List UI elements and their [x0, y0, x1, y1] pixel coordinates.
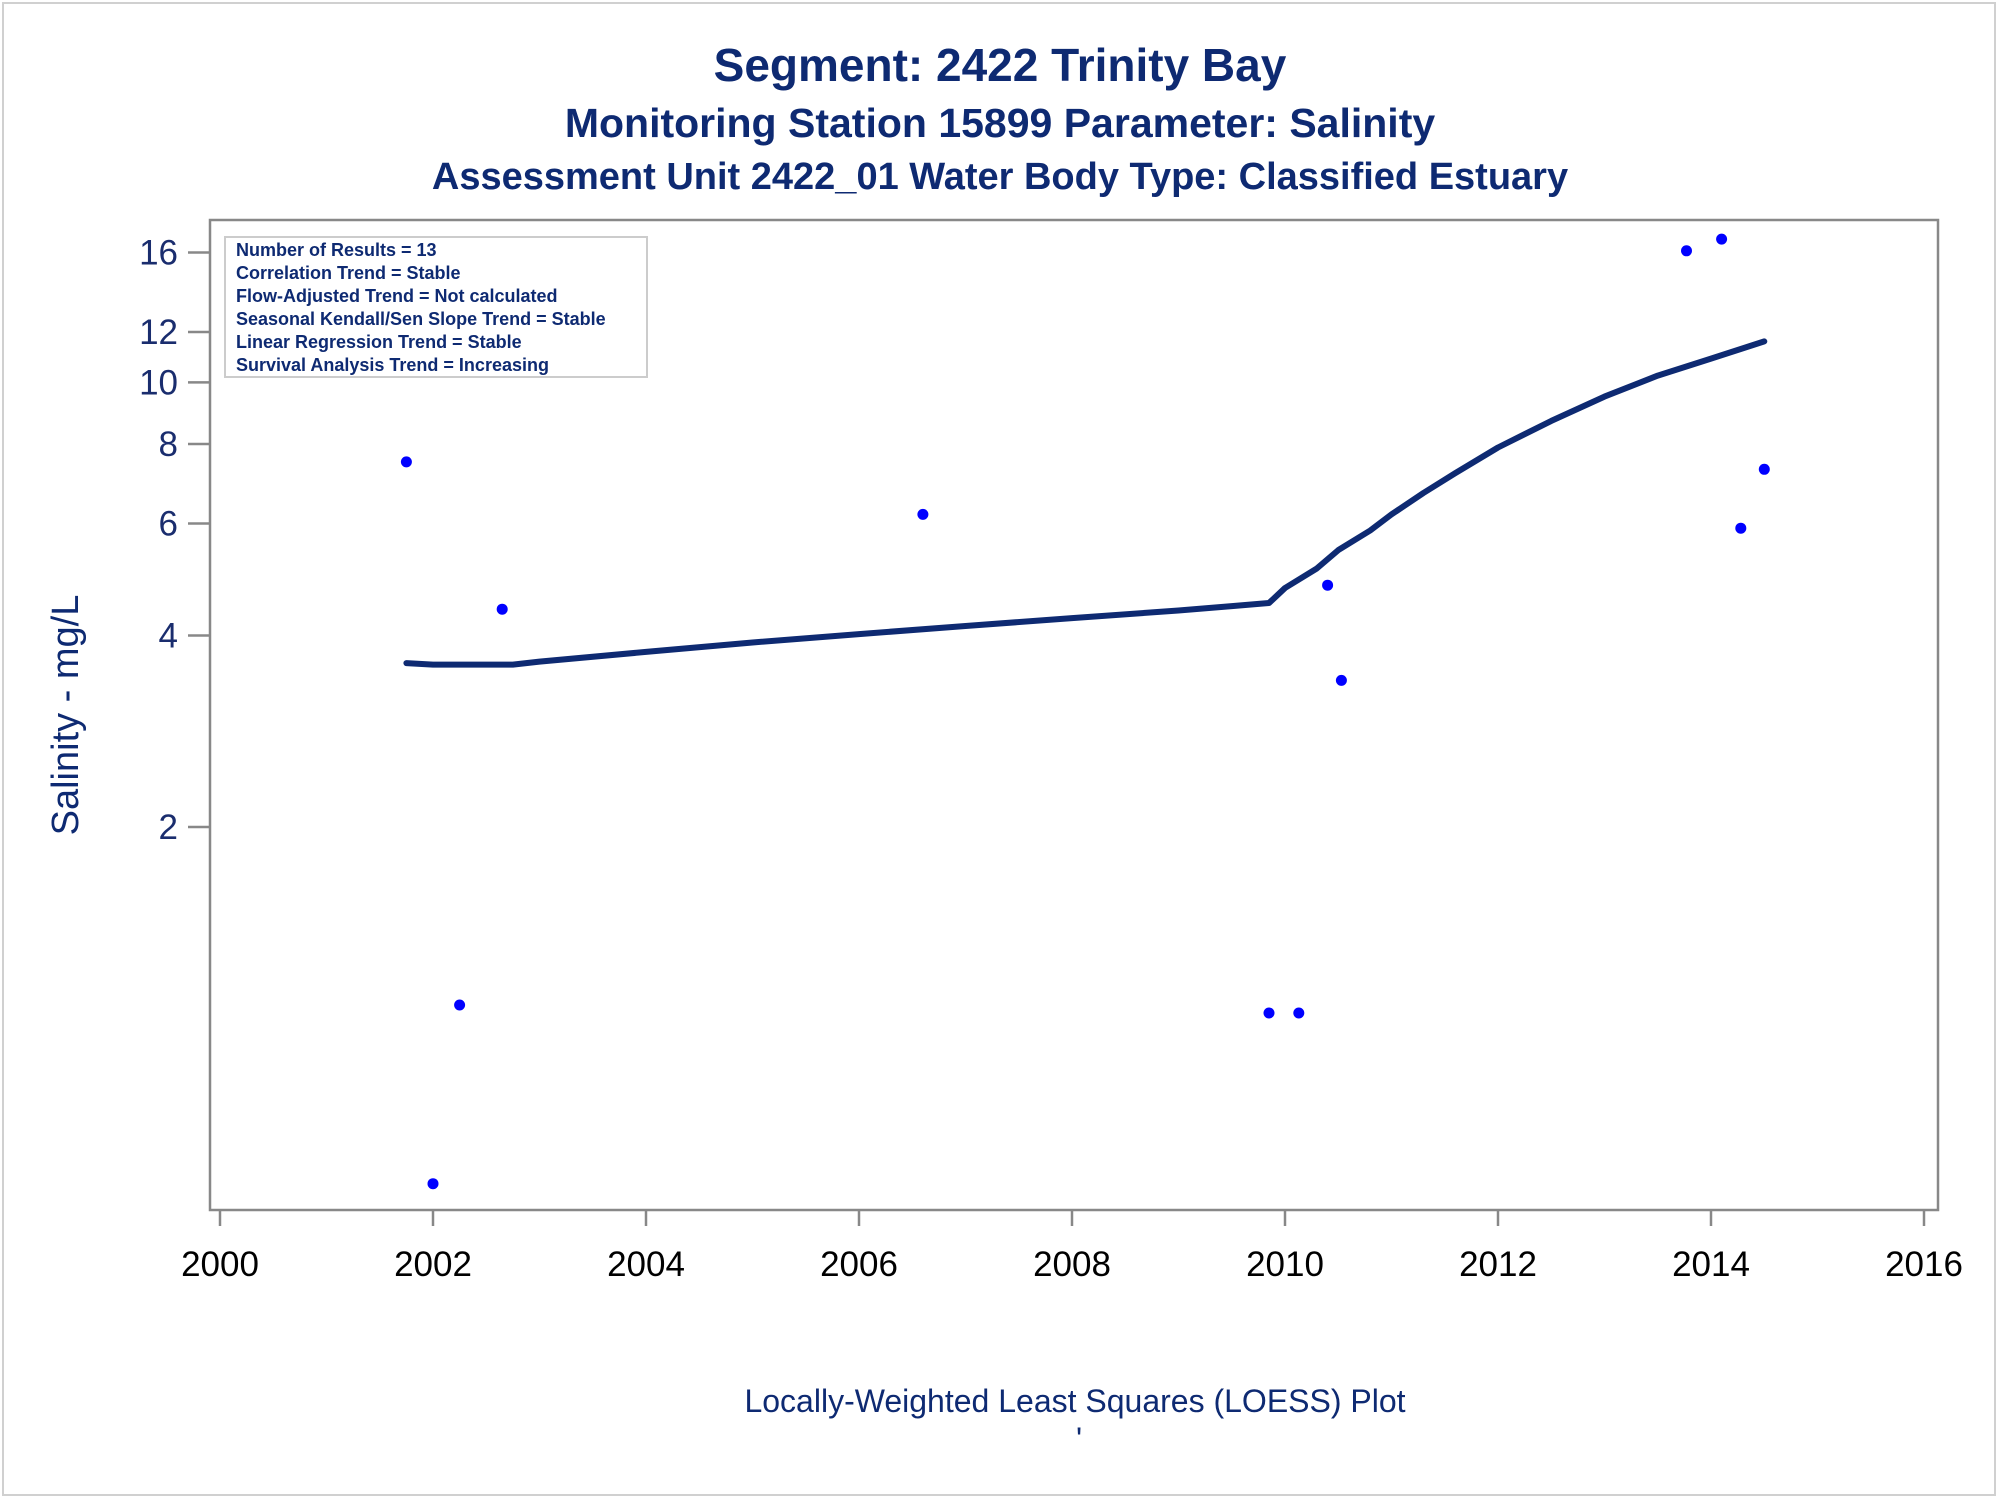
data-point — [1681, 245, 1692, 257]
y-axis: 2 4 6 8 10 12 16 — [139, 234, 210, 847]
data-point — [454, 999, 466, 1011]
y-tick-label: 2 — [159, 808, 178, 847]
y-tick-label: 8 — [159, 425, 178, 464]
y-tick-label: 4 — [159, 617, 178, 656]
stats-line: Linear Regression Trend = Stable — [236, 332, 522, 352]
y-tick-label: 6 — [159, 505, 178, 544]
x-tick-label: 2014 — [1672, 1245, 1750, 1284]
data-point — [917, 508, 929, 520]
stats-line: Flow-Adjusted Trend = Not calculated — [236, 286, 558, 306]
y-tick-label: 12 — [139, 313, 178, 352]
data-point — [1322, 579, 1334, 591]
data-point — [496, 603, 508, 615]
y-tick-label: 10 — [139, 363, 178, 402]
plot-area-frame — [208, 218, 1940, 1212]
stats-line: Number of Results = 13 — [236, 240, 437, 260]
x-tick-label: 2012 — [1459, 1245, 1537, 1284]
data-point — [1335, 674, 1347, 686]
footnote-mark: ' — [1076, 1421, 1082, 1457]
x-tick-label: 2008 — [1033, 1245, 1111, 1284]
series-layer — [400, 233, 1770, 1190]
x-tick-label: 2002 — [394, 1245, 472, 1284]
chart-subtitle-2: Assessment Unit 2422_01 Water Body Type:… — [431, 156, 1569, 198]
data-point — [1263, 1007, 1275, 1019]
data-point — [1758, 463, 1770, 475]
stats-box-frame — [224, 236, 648, 378]
data-point — [1716, 233, 1728, 245]
stats-box: Number of Results = 13 Correlation Trend… — [224, 236, 648, 378]
x-tick-label: 2004 — [607, 1245, 685, 1284]
chart-subtitle: Monitoring Station 15899 Parameter: Sali… — [564, 100, 1436, 146]
stats-line: Correlation Trend = Stable — [236, 263, 461, 283]
loess-line — [403, 338, 1768, 668]
data-point — [400, 456, 412, 468]
stats-line: Seasonal Kendall/Sen Slope Trend = Stabl… — [236, 309, 606, 329]
y-tick-label: 16 — [139, 234, 178, 273]
chart-title: Segment: 2422 Trinity Bay — [713, 39, 1287, 91]
x-tick-label: 2000 — [181, 1245, 259, 1284]
data-point — [1735, 522, 1747, 534]
data-point — [427, 1178, 439, 1190]
x-tick-label: 2006 — [820, 1245, 898, 1284]
stats-line: Survival Analysis Trend = Increasing — [236, 355, 549, 375]
x-tick-label: 2016 — [1885, 1245, 1963, 1284]
data-point — [1293, 1007, 1305, 1019]
x-axis: 2000 2002 2004 2006 2008 2010 2012 2014 2016 — [181, 1210, 1963, 1284]
y-axis-title: Salinity - mg/L — [45, 595, 87, 836]
x-tick-label: 2010 — [1246, 1245, 1324, 1284]
x-axis-title: Locally-Weighted Least Squares (LOESS) P… — [744, 1383, 1405, 1419]
